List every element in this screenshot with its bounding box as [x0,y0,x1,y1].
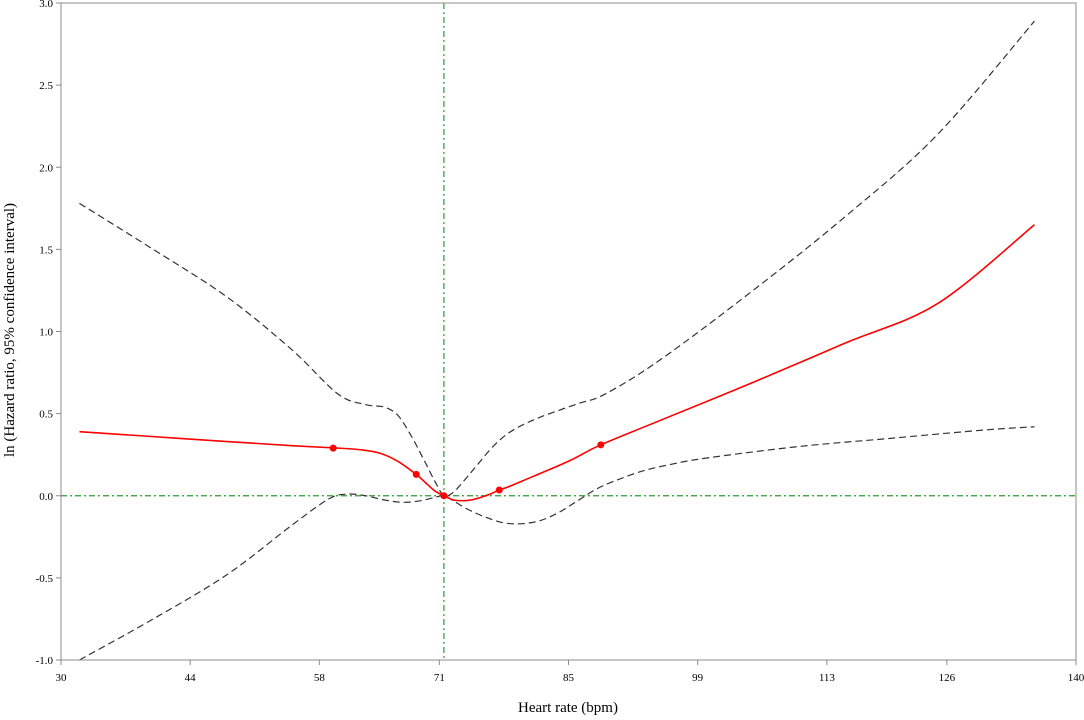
y-tick-label: 1.5 [39,244,53,256]
knot-marker [495,486,503,494]
y-tick-label: 2.5 [39,80,53,92]
knot-marker [440,492,448,500]
reference-lines [61,3,1076,660]
y-tick-label: -1.0 [36,655,54,667]
series-line-estimate [79,224,1035,502]
y-tick-label: 3.0 [39,0,53,10]
x-tick-label: 58 [314,672,326,684]
series-line-lower-95ci [79,426,1035,661]
y-tick-label: 1.0 [39,327,53,339]
x-tick-label: 85 [563,672,575,684]
knot-markers [329,441,605,500]
knot-marker [412,470,420,478]
y-tick-label: 0.5 [39,409,53,421]
x-tick-label: 126 [939,672,956,684]
y-axis-title: ln (Hazard ratio, 95% confidence interva… [2,203,18,457]
x-tick-label: 71 [434,672,445,684]
x-tick-label: 113 [819,672,836,684]
x-tick-label: 99 [692,672,704,684]
x-axis-ticks: 30 44 58 71 85 99 113 126 140 [56,660,1084,684]
plot-frame [60,2,1077,661]
knot-marker [597,441,605,449]
knot-marker [329,444,337,452]
series-line-upper-95ci [79,20,1035,497]
y-axis-ticks: -1.0 -0.5 0.0 0.5 1.0 1.5 2.0 2.5 3.0 [36,0,61,667]
y-tick-label: 0.0 [39,491,53,503]
x-tick-label: 140 [1068,672,1084,684]
x-tick-label: 30 [56,672,68,684]
x-axis-title: Heart rate (bpm) [518,700,618,716]
y-tick-label: 2.0 [39,162,53,174]
data-series [79,20,1035,661]
x-tick-label: 44 [185,672,197,684]
y-tick-label: -0.5 [36,573,54,585]
